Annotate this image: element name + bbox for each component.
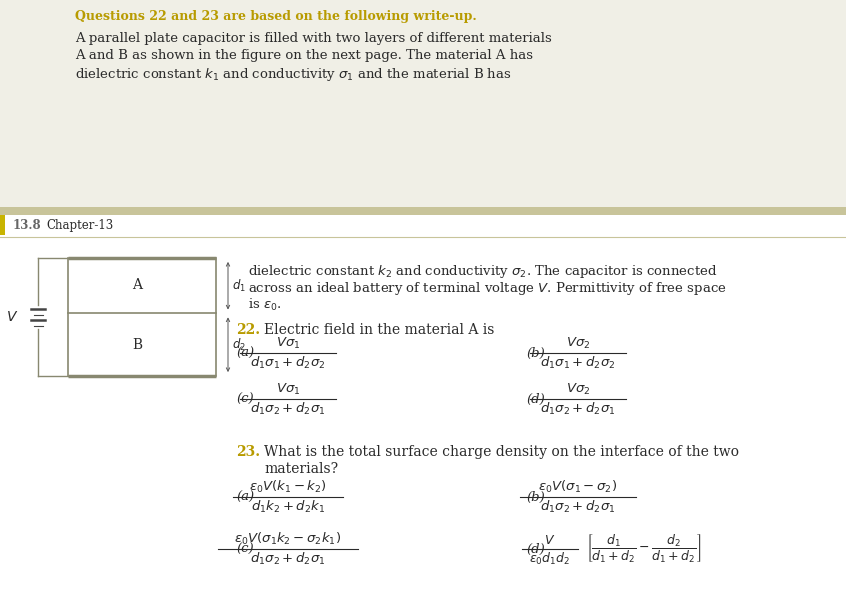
Text: $V\sigma_2$: $V\sigma_2$ <box>566 336 591 351</box>
Text: (c): (c) <box>236 542 254 556</box>
Text: $d_1 k_2 + d_2 k_1$: $d_1 k_2 + d_2 k_1$ <box>251 499 325 515</box>
Text: Electric field in the material A is: Electric field in the material A is <box>264 323 494 337</box>
Text: dielectric constant $k_1$ and conductivity $\sigma_1$ and the material B has: dielectric constant $k_1$ and conductivi… <box>75 66 512 83</box>
Text: A and B as shown in the figure on the next page. The material A has: A and B as shown in the figure on the ne… <box>75 49 533 62</box>
Bar <box>0 215 5 235</box>
Text: Chapter-13: Chapter-13 <box>46 219 113 232</box>
Text: $V\sigma_1$: $V\sigma_1$ <box>276 382 300 397</box>
Text: A parallel plate capacitor is filled with two layers of different materials: A parallel plate capacitor is filled wit… <box>75 32 552 45</box>
Text: (d): (d) <box>526 392 545 406</box>
Text: (d): (d) <box>526 542 545 556</box>
Text: (a): (a) <box>236 490 254 503</box>
Text: Questions 22 and 23 are based on the following write-up.: Questions 22 and 23 are based on the fol… <box>75 10 477 23</box>
Text: (c): (c) <box>236 392 254 406</box>
Text: $d_1\sigma_2 + d_2\sigma_1$: $d_1\sigma_2 + d_2\sigma_1$ <box>250 401 326 417</box>
Text: is $\varepsilon_0$.: is $\varepsilon_0$. <box>248 297 282 313</box>
Text: $V$: $V$ <box>6 310 18 324</box>
Text: A: A <box>133 278 143 292</box>
Text: $V\sigma_1$: $V\sigma_1$ <box>276 336 300 351</box>
Text: $\varepsilon_0 V(k_1 - k_2)$: $\varepsilon_0 V(k_1 - k_2)$ <box>249 479 327 495</box>
Text: dielectric constant $k_2$ and conductivity $\sigma_2$. The capacitor is connecte: dielectric constant $k_2$ and conductivi… <box>248 263 717 280</box>
Bar <box>0 0 846 215</box>
Text: What is the total surface charge density on the interface of the two: What is the total surface charge density… <box>264 445 739 459</box>
Text: $\varepsilon_0 V(\sigma_1 k_2 - \sigma_2 k_1)$: $\varepsilon_0 V(\sigma_1 k_2 - \sigma_2… <box>234 531 342 547</box>
Text: (a): (a) <box>236 346 254 359</box>
Text: (b): (b) <box>526 490 545 503</box>
Bar <box>0 215 846 610</box>
Text: (b): (b) <box>526 346 545 359</box>
Text: $\varepsilon_0 V(\sigma_1 - \sigma_2)$: $\varepsilon_0 V(\sigma_1 - \sigma_2)$ <box>538 479 618 495</box>
Text: $d_1\sigma_2 + d_2\sigma_1$: $d_1\sigma_2 + d_2\sigma_1$ <box>541 499 616 515</box>
Text: $d_1\sigma_1 + d_2\sigma_2$: $d_1\sigma_1 + d_2\sigma_2$ <box>250 355 326 371</box>
Text: across an ideal battery of terminal voltage $V$. Permittivity of free space: across an ideal battery of terminal volt… <box>248 280 727 297</box>
Text: $\varepsilon_0 d_1 d_2$: $\varepsilon_0 d_1 d_2$ <box>530 551 570 567</box>
Text: materials?: materials? <box>264 462 338 476</box>
Text: $d_2$: $d_2$ <box>232 337 246 353</box>
Text: $\left[\dfrac{d_1}{d_1+d_2}-\dfrac{d_2}{d_1+d_2}\right]$: $\left[\dfrac{d_1}{d_1+d_2}-\dfrac{d_2}{… <box>586 533 701 565</box>
Text: $V\sigma_2$: $V\sigma_2$ <box>566 382 591 397</box>
Text: B: B <box>133 339 143 353</box>
Text: $d_1$: $d_1$ <box>232 278 246 294</box>
Text: 22.: 22. <box>236 323 260 337</box>
Text: 23.: 23. <box>236 445 260 459</box>
Text: $d_1\sigma_2 + d_2\sigma_1$: $d_1\sigma_2 + d_2\sigma_1$ <box>541 401 616 417</box>
Bar <box>0 207 846 215</box>
Text: $V$: $V$ <box>544 534 556 547</box>
Text: $d_1\sigma_2 + d_2\sigma_1$: $d_1\sigma_2 + d_2\sigma_1$ <box>250 551 326 567</box>
Text: $d_1\sigma_1 + d_2\sigma_2$: $d_1\sigma_1 + d_2\sigma_2$ <box>541 355 616 371</box>
Text: 13.8: 13.8 <box>13 219 41 232</box>
